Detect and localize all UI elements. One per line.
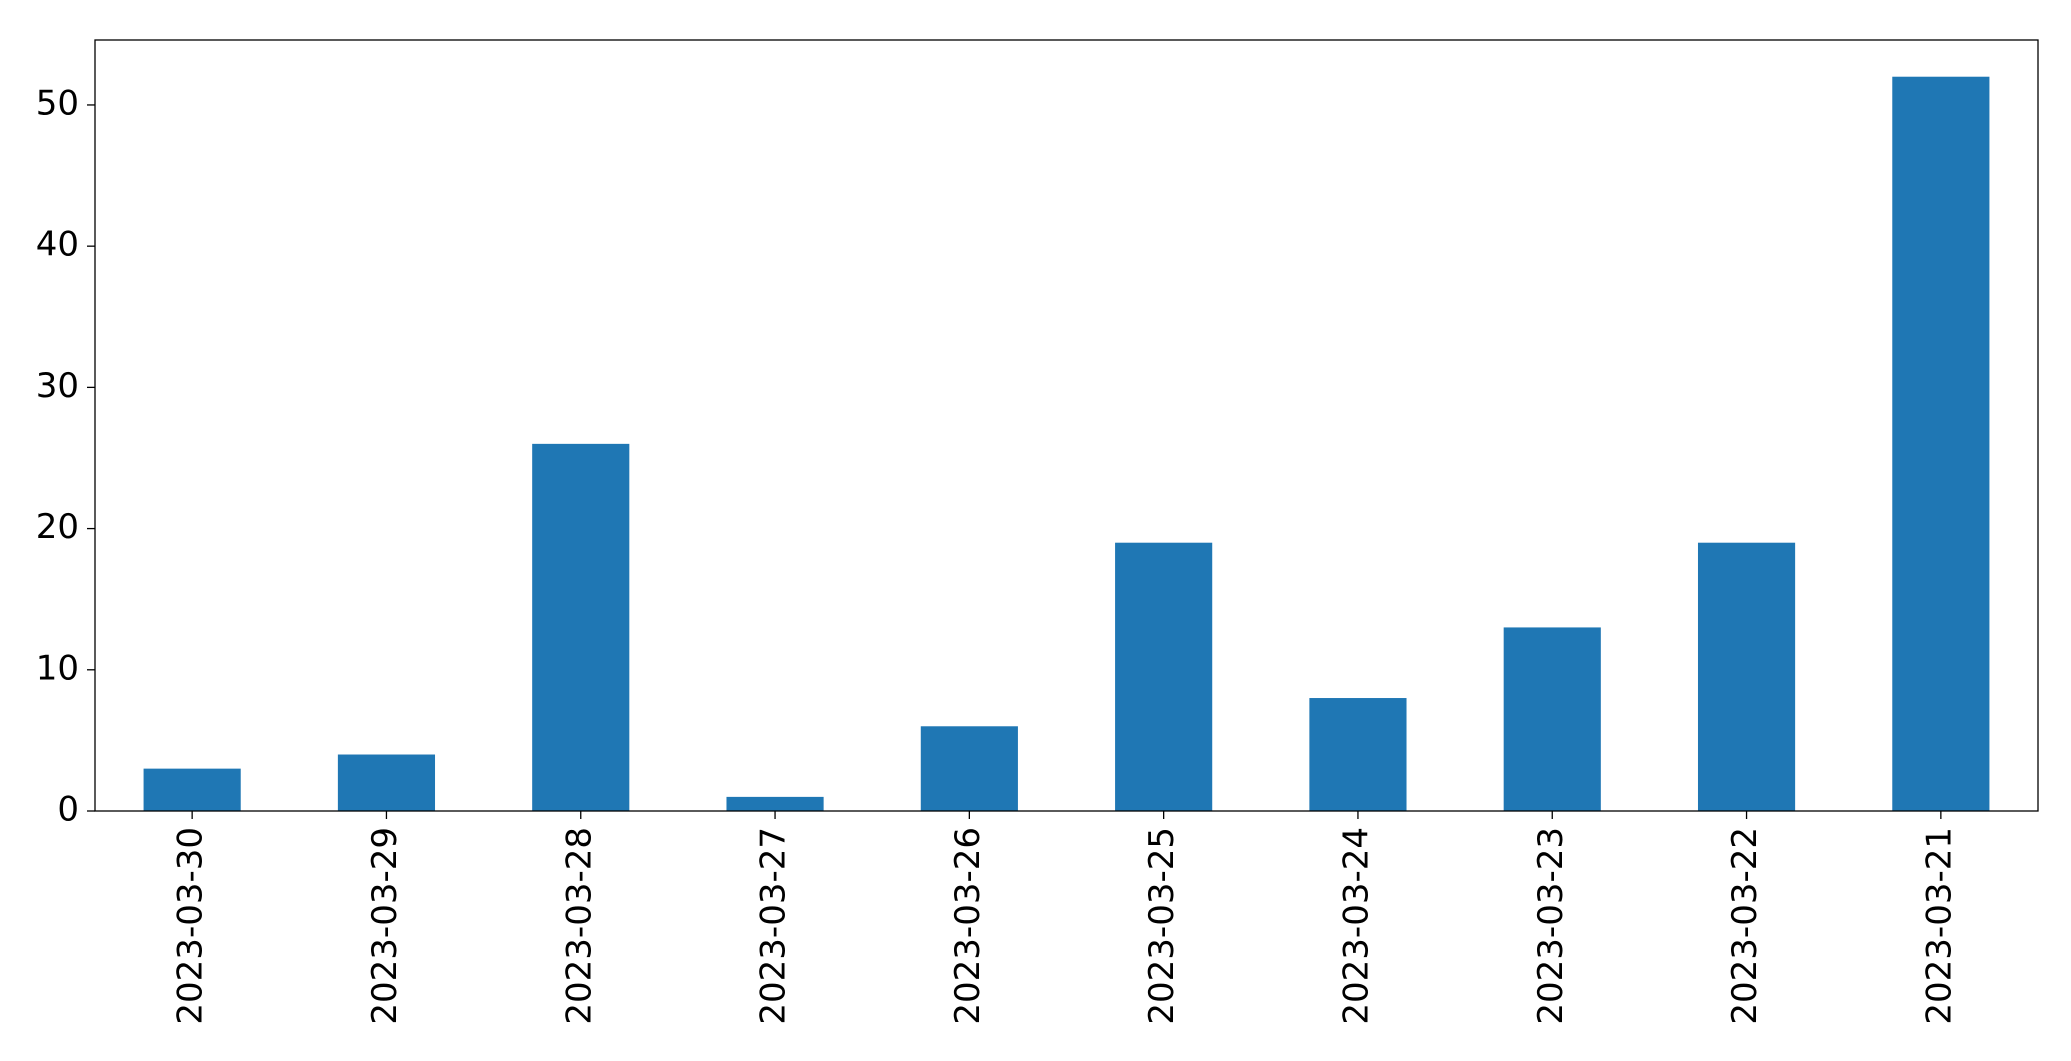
bar (1309, 698, 1407, 811)
bar (143, 768, 241, 811)
x-tick-label: 2023-03-26 (948, 827, 988, 1025)
y-tick-label: 40 (36, 225, 79, 265)
bar (726, 796, 824, 811)
y-tick-label: 20 (36, 507, 79, 547)
y-tick-label: 10 (36, 648, 79, 688)
bar (532, 443, 630, 811)
x-tick-label: 2023-03-30 (171, 827, 211, 1025)
x-tick-label: 2023-03-27 (754, 827, 794, 1025)
bar (1115, 542, 1213, 811)
x-tick-label: 2023-03-21 (1919, 827, 1959, 1025)
x-tick-label: 2023-03-25 (1142, 827, 1182, 1025)
plot-frame (94, 39, 2039, 812)
x-tick-label: 2023-03-23 (1531, 827, 1571, 1025)
bar (337, 754, 436, 811)
x-tick-label: 2023-03-22 (1725, 827, 1765, 1025)
y-tick-label: 0 (57, 790, 79, 830)
y-tick-label: 30 (36, 366, 79, 406)
bar (1892, 76, 1990, 811)
x-tick-label: 2023-03-28 (559, 827, 599, 1025)
x-tick-label: 2023-03-24 (1336, 827, 1376, 1025)
bar (920, 726, 1018, 811)
bar (1697, 542, 1796, 811)
bar (1503, 627, 1601, 811)
y-tick-label: 50 (36, 83, 79, 123)
x-tick-label: 2023-03-29 (365, 827, 405, 1025)
